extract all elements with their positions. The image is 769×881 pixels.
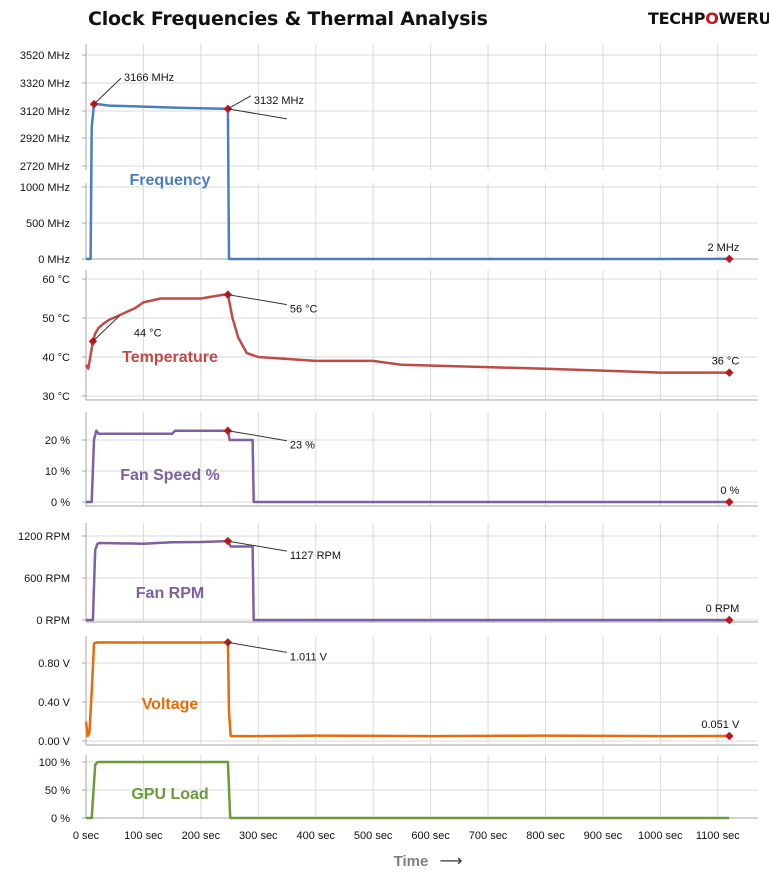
fan-rpm-y-tick-label: 0 RPM — [36, 615, 70, 627]
fan-speed-series-line — [86, 429, 730, 504]
frequency-y-tick-label: 3520 MHz — [20, 50, 70, 62]
voltage-series-line — [84, 641, 730, 738]
axis-break-band — [85, 170, 759, 183]
temperature-y-tick-label: 40 °C — [42, 352, 70, 364]
power-icon: O — [705, 9, 719, 28]
temperature-data-label: 36 °C — [712, 356, 740, 368]
frequency-y-tick-label: 3320 MHz — [20, 78, 70, 90]
temperature-y-tick-label: 50 °C — [42, 313, 70, 325]
temperature-marker-point — [725, 368, 734, 377]
logo-text-left: TECHP — [648, 9, 706, 28]
frequency-data-label: 2 MHz — [708, 242, 740, 254]
frequency-y-tick-label: 2920 MHz — [20, 133, 70, 145]
fan-speed-y-tick-label: 0 % — [51, 497, 70, 509]
x-tick-label: 300 sec — [239, 830, 278, 842]
temperature-leader-line — [92, 315, 121, 342]
frequency-leader-line — [227, 108, 287, 120]
frequency-panel-title: Frequency — [130, 172, 211, 189]
temperature-data-label: 56 °C — [290, 304, 318, 316]
fan-rpm-series-line — [86, 539, 730, 622]
frequency-leader-line — [93, 77, 122, 105]
fan-speed-leader-line — [227, 430, 287, 442]
gpu-load-y-tick-label: 100 % — [39, 757, 70, 769]
fan-speed-data-label: 0 % — [720, 485, 739, 497]
temperature-y-tick-label: 60 °C — [42, 274, 70, 286]
chart-title: Clock Frequencies & Thermal Analysis — [88, 8, 488, 30]
x-tick-label: 0 sec — [73, 830, 100, 842]
x-tick-label: 700 sec — [469, 830, 508, 842]
x-tick-label: 1000 sec — [638, 830, 683, 842]
x-tick-label: 1100 sec — [696, 830, 740, 842]
frequency-y-tick-label: 3120 MHz — [20, 106, 70, 118]
voltage-marker-point — [725, 731, 734, 741]
fan-rpm-data-label: 0 RPM — [706, 603, 740, 615]
frequency-leader-line — [227, 95, 252, 110]
fan-rpm-data-label: 1127 RPM — [290, 550, 341, 562]
x-tick-label: 800 sec — [526, 830, 565, 842]
temperature-series-line — [84, 293, 730, 374]
frequency-y-tick-label: 2720 MHz — [20, 161, 70, 173]
x-tick-label: 500 sec — [354, 830, 393, 842]
fan-rpm-panel-title: Fan RPM — [136, 585, 204, 602]
techpowerup-logo: TECHPOWERUP — [648, 9, 769, 28]
logo-text-right: WERUP — [718, 9, 769, 28]
temperature-leader-line — [227, 294, 287, 306]
voltage-y-tick-label: 0.80 V — [38, 658, 70, 670]
x-axis-title: Time — [394, 853, 429, 870]
fan-speed-y-tick-label: 10 % — [45, 466, 70, 478]
voltage-leader-line — [227, 641, 287, 653]
fan-speed-marker-point — [725, 497, 734, 507]
voltage-data-label: 1.011 V — [290, 651, 328, 663]
fan-rpm-y-tick-label: 600 RPM — [24, 573, 70, 585]
frequency-y-tick-label: 0 MHz — [38, 254, 70, 266]
fan-rpm-y-tick-label: 1200 RPM — [18, 531, 70, 543]
voltage-y-tick-label: 0.00 V — [38, 736, 70, 748]
voltage-y-tick-label: 0.40 V — [38, 697, 70, 709]
x-tick-label: 600 sec — [411, 830, 450, 842]
arrow-right-icon: ⟶ — [440, 851, 463, 870]
x-tick-label: 400 sec — [296, 830, 335, 842]
frequency-y-tick-label: 500 MHz — [26, 218, 70, 230]
temperature-panel-title: Temperature — [122, 349, 218, 366]
temperature-y-tick-label: 30 °C — [42, 391, 70, 403]
voltage-panel-title: Voltage — [142, 696, 199, 713]
x-tick-label: 900 sec — [584, 830, 623, 842]
fan-speed-data-label: 23 % — [290, 440, 315, 452]
gpu-load-series-line — [86, 760, 730, 820]
frequency-data-label: 3132 MHz — [254, 95, 304, 107]
frequency-data-label: 3166 MHz — [124, 72, 174, 84]
temperature-data-label: 44 °C — [134, 327, 162, 339]
gpu-load-panel-title: GPU Load — [131, 786, 208, 803]
gpu-load-y-tick-label: 0 % — [51, 813, 70, 825]
gpu-load-y-tick-label: 50 % — [45, 785, 70, 797]
fan-rpm-leader-line — [227, 540, 287, 552]
voltage-data-label: 0.051 V — [701, 719, 740, 731]
frequency-marker-point — [725, 254, 734, 264]
fan-speed-y-tick-label: 20 % — [45, 435, 70, 447]
fan-speed-panel-title: Fan Speed % — [120, 467, 220, 484]
x-tick-label: 100 sec — [124, 830, 163, 842]
frequency-y-tick-label: 1000 MHz — [20, 182, 70, 194]
x-tick-label: 200 sec — [182, 830, 221, 842]
fan-rpm-marker-point — [725, 615, 734, 625]
